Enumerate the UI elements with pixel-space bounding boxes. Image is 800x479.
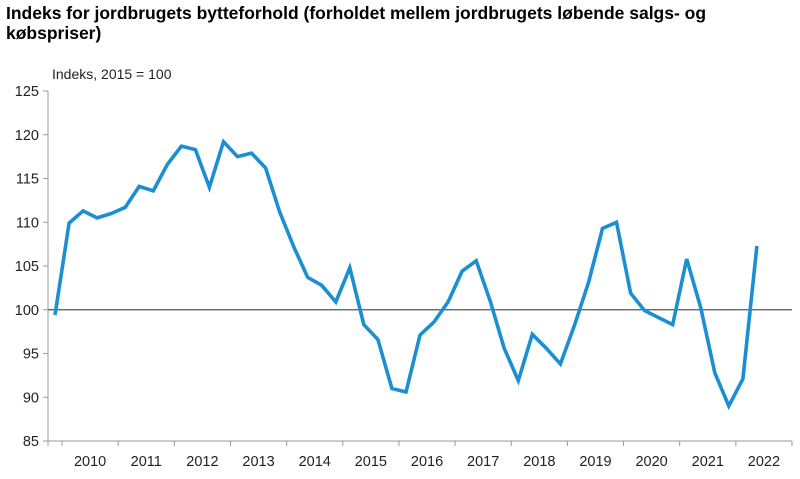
y-axis-unit-label: Indeks, 2015 = 100: [52, 66, 172, 82]
x-tick-label: 2022: [748, 454, 780, 470]
x-tick-label: 2017: [467, 454, 499, 470]
y-tick-label: 95: [23, 347, 39, 363]
y-tick-label: 105: [15, 259, 39, 275]
x-tick-label: 2010: [74, 454, 106, 470]
x-tick-label: 2012: [186, 454, 218, 470]
y-tick-label: 125: [15, 84, 39, 100]
chart-title: Indeks for jordbrugets bytteforhold (for…: [6, 3, 707, 43]
x-tick-label: 2019: [579, 454, 611, 470]
y-tick-label: 120: [15, 128, 39, 144]
series-line: [53, 138, 759, 411]
y-tick-label: 90: [23, 390, 39, 406]
y-tick-label: 85: [23, 434, 39, 450]
y-tick-label: 100: [15, 303, 39, 319]
x-tick-label: 2015: [355, 454, 387, 470]
x-tick-label: 2014: [299, 454, 331, 470]
x-tick-label: 2016: [411, 454, 443, 470]
x-tick-label: 2020: [635, 454, 667, 470]
y-tick-label: 115: [16, 172, 39, 188]
x-tick-label: 2021: [692, 454, 724, 470]
x-tick-label: 2011: [131, 454, 162, 470]
y-tick-label: 110: [16, 215, 39, 231]
x-tick-label: 2013: [242, 454, 274, 470]
x-tick-label: 2018: [523, 454, 555, 470]
